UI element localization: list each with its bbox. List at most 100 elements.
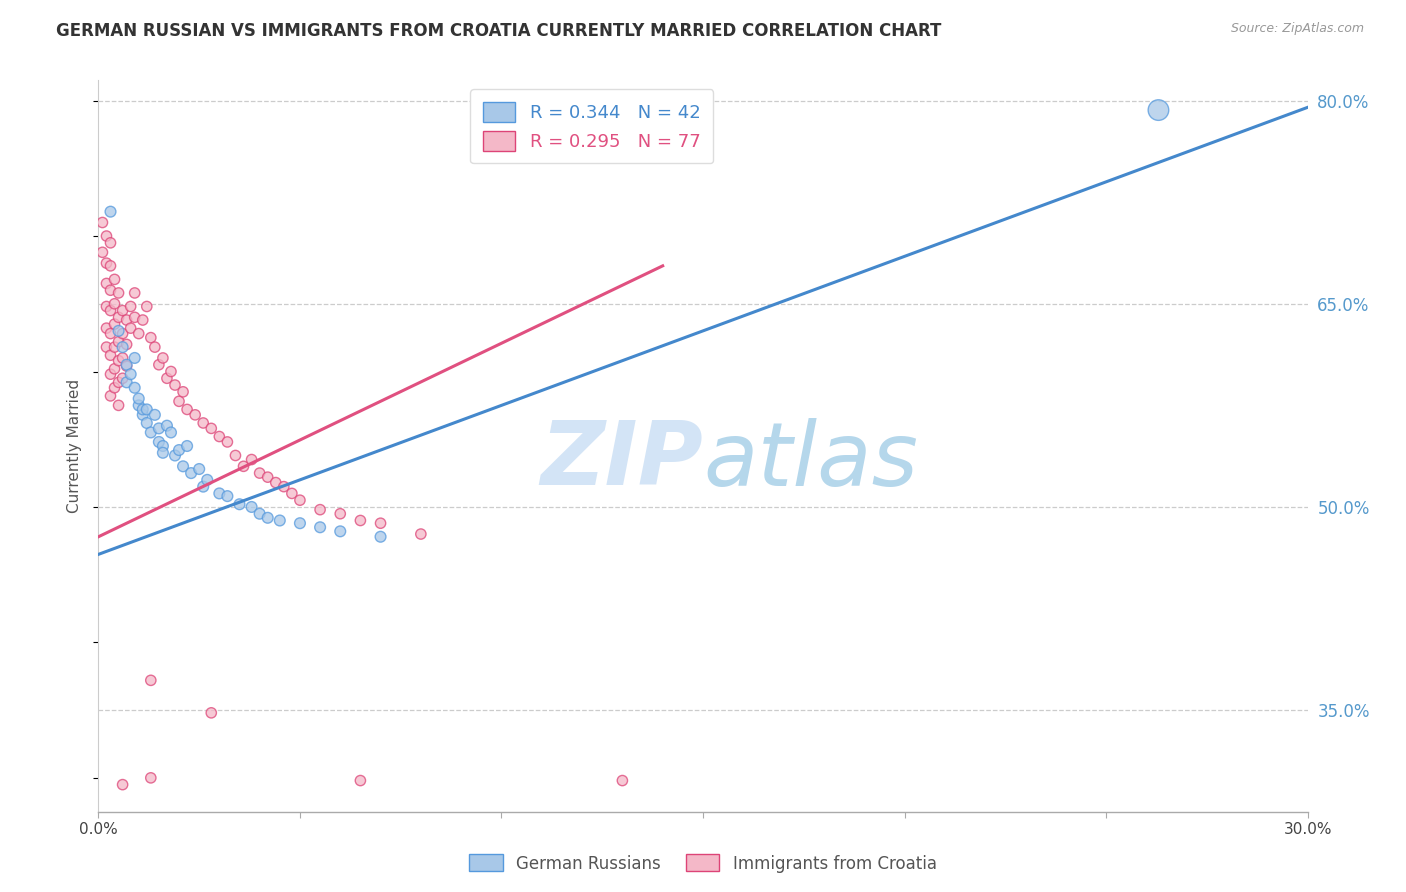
Point xyxy=(176,439,198,453)
Point xyxy=(281,486,304,500)
Point xyxy=(160,364,183,378)
Point xyxy=(128,398,150,412)
Point xyxy=(370,530,392,544)
Point xyxy=(349,514,371,528)
Point xyxy=(103,317,125,331)
Point xyxy=(96,321,118,335)
Text: Source: ZipAtlas.com: Source: ZipAtlas.com xyxy=(1230,22,1364,36)
Point xyxy=(124,310,146,325)
Point xyxy=(107,324,129,338)
Point xyxy=(148,358,170,372)
Point xyxy=(111,340,134,354)
Point xyxy=(111,303,134,318)
Point xyxy=(176,402,198,417)
Point xyxy=(135,402,157,417)
Point xyxy=(184,408,207,422)
Point xyxy=(249,466,271,480)
Text: GERMAN RUSSIAN VS IMMIGRANTS FROM CROATIA CURRENTLY MARRIED CORRELATION CHART: GERMAN RUSSIAN VS IMMIGRANTS FROM CROATI… xyxy=(56,22,942,40)
Point xyxy=(111,778,134,792)
Point xyxy=(152,439,174,453)
Point xyxy=(139,331,162,345)
Point xyxy=(107,353,129,368)
Point xyxy=(107,334,129,349)
Point xyxy=(132,313,155,327)
Point xyxy=(156,371,179,385)
Point xyxy=(288,493,311,508)
Point xyxy=(132,402,155,417)
Point xyxy=(152,446,174,460)
Point xyxy=(103,272,125,286)
Point xyxy=(409,527,432,541)
Point xyxy=(100,283,122,297)
Text: ZIP: ZIP xyxy=(540,417,703,504)
Point xyxy=(208,486,231,500)
Legend: German Russians, Immigrants from Croatia: German Russians, Immigrants from Croatia xyxy=(463,847,943,880)
Point xyxy=(135,300,157,314)
Point xyxy=(172,459,194,474)
Point xyxy=(148,434,170,449)
Point xyxy=(100,303,122,318)
Point xyxy=(124,285,146,300)
Point xyxy=(200,421,222,435)
Point xyxy=(107,285,129,300)
Point xyxy=(269,514,291,528)
Point xyxy=(208,429,231,443)
Point xyxy=(217,489,239,503)
Y-axis label: Currently Married: Currently Married xyxy=(67,379,83,513)
Point xyxy=(91,215,114,229)
Point xyxy=(115,337,138,351)
Point xyxy=(309,502,332,516)
Point xyxy=(180,466,202,480)
Point xyxy=(160,425,183,440)
Point xyxy=(200,706,222,720)
Point xyxy=(96,340,118,354)
Point xyxy=(107,398,129,412)
Point xyxy=(100,235,122,250)
Point xyxy=(103,361,125,376)
Point xyxy=(143,408,166,422)
Point xyxy=(167,443,190,458)
Point xyxy=(135,416,157,430)
Point xyxy=(91,245,114,260)
Point xyxy=(115,313,138,327)
Point xyxy=(156,418,179,433)
Point xyxy=(329,507,352,521)
Point xyxy=(329,524,352,539)
Text: atlas: atlas xyxy=(703,417,918,504)
Point xyxy=(132,408,155,422)
Point xyxy=(100,204,122,219)
Point xyxy=(139,673,162,688)
Point xyxy=(120,300,142,314)
Point xyxy=(100,389,122,403)
Point xyxy=(264,475,287,490)
Point xyxy=(195,473,218,487)
Point xyxy=(96,300,118,314)
Point xyxy=(128,392,150,406)
Point xyxy=(172,384,194,399)
Point xyxy=(124,381,146,395)
Point xyxy=(96,229,118,244)
Point xyxy=(100,259,122,273)
Point xyxy=(120,368,142,382)
Point xyxy=(256,470,278,484)
Point xyxy=(100,326,122,341)
Point xyxy=(96,277,118,291)
Point xyxy=(1147,103,1170,117)
Point xyxy=(152,351,174,365)
Point xyxy=(103,340,125,354)
Point xyxy=(111,326,134,341)
Point xyxy=(143,340,166,354)
Point xyxy=(163,449,186,463)
Point xyxy=(96,256,118,270)
Point xyxy=(111,351,134,365)
Point xyxy=(103,381,125,395)
Point xyxy=(232,459,254,474)
Point xyxy=(111,371,134,385)
Point xyxy=(120,321,142,335)
Point xyxy=(100,368,122,382)
Point xyxy=(240,452,263,467)
Point xyxy=(256,510,278,524)
Point xyxy=(139,425,162,440)
Point xyxy=(217,434,239,449)
Point xyxy=(148,421,170,435)
